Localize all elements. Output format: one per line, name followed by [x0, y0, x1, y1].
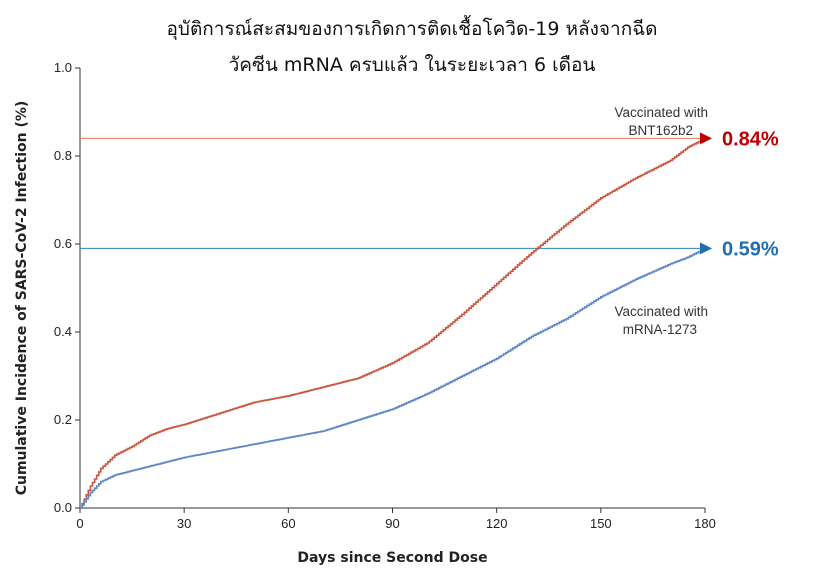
x-tick-label: 120: [486, 516, 508, 531]
y-tick-label: 0.2: [54, 412, 72, 427]
x-tick-label: 30: [177, 516, 191, 531]
series-line-bnt162b2: [80, 138, 706, 509]
chart-axes: 0 30 60 90 120 150 180 0.0 0.2 0.4 0.6 0.8 1.0 Days s…: [14, 60, 716, 566]
chart-title-line-1: อุบัติการณ์สะสมของการเกิดการติดเชื้อโควิ…: [166, 18, 658, 40]
y-tick-label: 0.4: [54, 324, 72, 339]
end-arrow-mrna-1273: [700, 242, 712, 255]
chart-title-line-2: วัคซีน mRNA ครบแล้ว ในระยะเวลา 6 เดือน: [228, 54, 596, 76]
series-name-bnt162b2-line1: Vaccinated with: [614, 105, 708, 120]
y-tick-label: 0.8: [54, 148, 72, 163]
series-lines: [80, 138, 706, 509]
series-line-mrna-1273: [80, 248, 706, 509]
y-axis-label: Cumulative Incidence of SARS-CoV-2 Infec…: [14, 101, 30, 496]
series-name-bnt162b2-line2: BNT162b2: [628, 123, 693, 138]
end-value-bnt162b2: 0.84%: [722, 128, 779, 150]
y-tick-label: 0.0: [54, 500, 72, 515]
end-value-mrna-1273: 0.59%: [722, 238, 779, 260]
end-arrow-bnt162b2: [700, 132, 712, 145]
series-name-mrna-1273-line2: mRNA-1273: [623, 322, 697, 337]
x-tick-label: 180: [694, 516, 716, 531]
x-axis-label: Days since Second Dose: [297, 550, 487, 566]
y-tick-label: 1.0: [54, 60, 72, 75]
x-tick-label: 150: [590, 516, 612, 531]
series-labels: Vaccinated with BNT162b2 Vaccinated with mR…: [614, 105, 778, 337]
series-name-mrna-1273-line1: Vaccinated with: [614, 304, 708, 319]
y-tick-label: 0.6: [54, 236, 72, 251]
reference-lines: [80, 137, 710, 249]
x-tick-label: 90: [385, 516, 399, 531]
x-tick-label: 0: [76, 516, 83, 531]
x-tick-label: 60: [281, 516, 295, 531]
